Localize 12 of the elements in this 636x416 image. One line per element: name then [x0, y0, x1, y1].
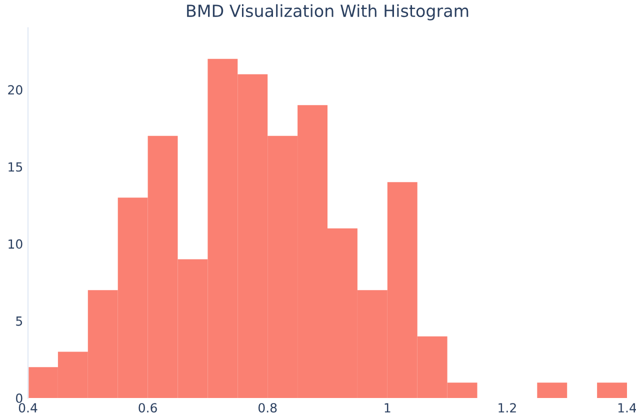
x-tick-label: 1.4: [618, 403, 636, 412]
y-tick-label: 20: [8, 85, 22, 95]
x-tick-label: 0.8: [258, 403, 277, 413]
x-tick-label: 1: [384, 403, 390, 412]
chart-title: BMD Visualization With Histogram: [187, 4, 468, 20]
x-tick-label: 1.2: [498, 403, 516, 412]
x-tick-label: 0.6: [138, 403, 157, 413]
x-tick-label: 0.4: [18, 403, 38, 413]
y-tick-label: 15: [8, 162, 22, 172]
y-tick-label: 5: [16, 316, 22, 326]
y-tick-label: 0: [16, 393, 22, 403]
y-tick-label: 10: [8, 239, 22, 249]
